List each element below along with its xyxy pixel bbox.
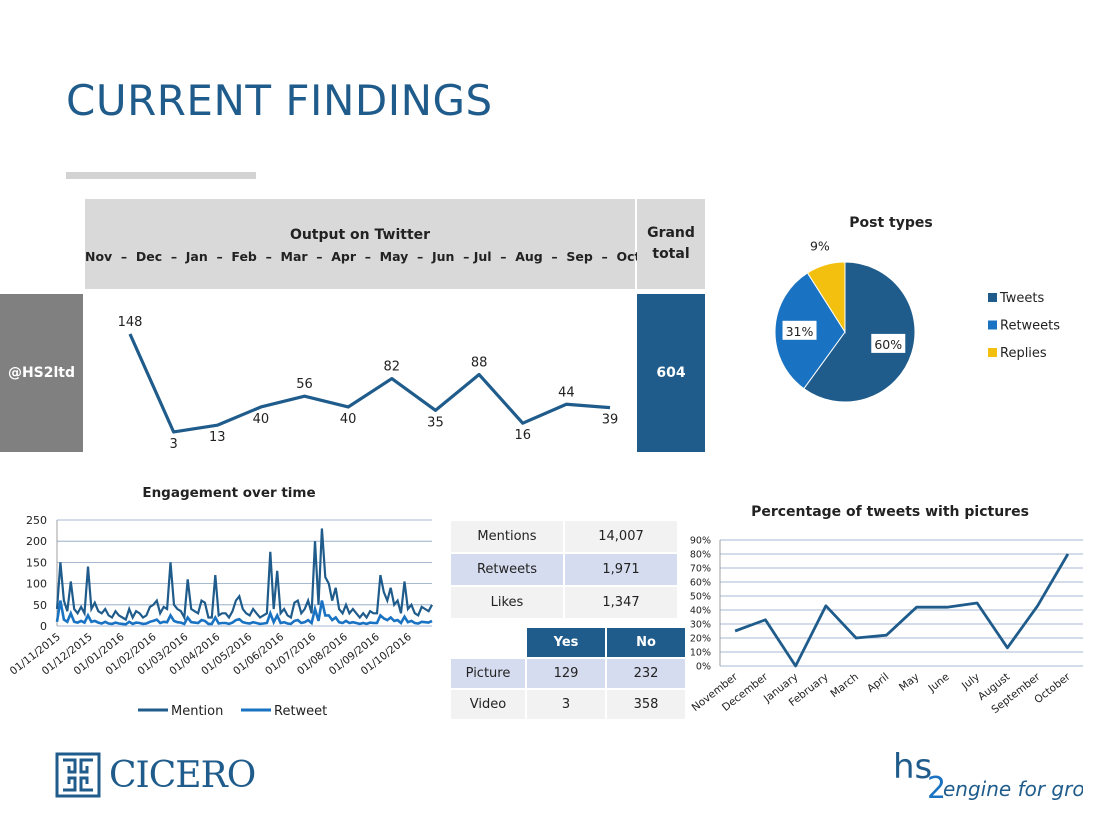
legend-label: Mention (171, 704, 223, 719)
row-label-video: Video (449, 688, 527, 721)
engagement-stats-table: Mentions 14,007 Retweets 1,971 Likes 1,3… (449, 519, 679, 620)
y-tick-label: 0 (40, 620, 47, 633)
y-tick-label: 100 (26, 578, 47, 591)
grand-total-value: 604 (637, 294, 705, 452)
x-tick-label: April (865, 671, 891, 695)
stat-label-mentions: Mentions (449, 519, 565, 554)
picture-no: 232 (605, 657, 687, 690)
y-tick-label: 80% (690, 550, 711, 561)
twitter-handle-cell: @HS2ltd (0, 294, 83, 452)
twitter-output-data-label: 16 (514, 428, 531, 443)
y-tick-label: 150 (26, 556, 47, 569)
pie-data-label: 60% (874, 337, 902, 352)
table-row: Mentions 14,007 (449, 519, 679, 554)
y-tick-label: 40% (690, 606, 711, 617)
table-row: Video 3 358 (449, 688, 687, 721)
blank-header-cell (449, 626, 527, 659)
video-yes: 3 (525, 688, 607, 721)
twitter-output-data-label: 148 (118, 315, 143, 330)
twitter-output-data-label: 56 (296, 377, 313, 392)
pie-slice-replies (806, 261, 846, 334)
y-tick-label: 200 (26, 535, 47, 548)
stat-value-mentions: 14,007 (563, 519, 679, 554)
title-divider (66, 172, 256, 179)
stat-value-likes: 1,347 (563, 585, 679, 620)
y-tick-label: 70% (690, 564, 711, 575)
stat-label-likes: Likes (449, 585, 565, 620)
twitter-output-data-label: 40 (340, 412, 357, 427)
twitter-output-data-label: 3 (169, 437, 177, 452)
pie-data-label: 9% (810, 239, 830, 254)
hs2-logo-number: 2 (927, 771, 946, 804)
hs2-logo-tagline: engine for growth (943, 777, 1083, 801)
x-tick-label: June (926, 671, 952, 695)
legend-swatch (988, 293, 997, 302)
cicero-emblem-icon (55, 752, 101, 798)
legend-label: Retweet (274, 704, 327, 719)
y-tick-label: 90% (690, 536, 711, 547)
x-tick-label: May (897, 671, 922, 694)
y-tick-label: 20% (690, 634, 711, 645)
pie-slice-tweets (803, 261, 916, 403)
twitter-output-months: Nov – Dec – Jan – Feb – Mar – Apr – May … (85, 249, 641, 264)
cicero-logo: CICERO (55, 752, 256, 798)
legend-label: Tweets (999, 291, 1045, 306)
pie-label-box (782, 320, 817, 340)
cicero-wordmark: CICERO (109, 754, 256, 796)
twitter-output-data-label: 40 (253, 412, 270, 427)
page-title: CURRENT FINDINGS (66, 76, 493, 125)
y-tick-label: 250 (26, 514, 47, 527)
x-tick-label: July (959, 671, 982, 693)
grand-total-label-2: total (652, 246, 690, 262)
stat-label-retweets: Retweets (449, 552, 565, 587)
table-row: Picture 129 232 (449, 657, 687, 690)
picture-yes: 129 (525, 657, 607, 690)
legend-label: Retweets (1000, 319, 1060, 334)
video-no: 358 (605, 688, 687, 721)
header-yes: Yes (525, 626, 607, 659)
x-tick-label: March (828, 671, 861, 700)
twitter-output-data-label: 39 (602, 413, 619, 428)
twitter-output-title: Output on Twitter (289, 227, 431, 243)
legend-label: Replies (1000, 346, 1047, 361)
twitter-output-header: Output on Twitter Nov – Dec – Jan – Feb … (85, 199, 641, 289)
hs2-logo-main: hs (893, 748, 932, 787)
twitter-output-data-label: 44 (558, 385, 575, 400)
y-tick-label: 50 (33, 599, 47, 612)
twitter-output-data-label: 35 (427, 415, 444, 430)
twitter-output-data-label: 13 (209, 430, 226, 445)
twitter-output-series-line (128, 333, 611, 434)
pct-series-line (734, 553, 1070, 668)
hs2-logo: hs 2 engine for growth (893, 748, 1083, 804)
table-header-row: Yes No (449, 626, 687, 659)
series-line-mention (55, 528, 433, 622)
y-tick-label: 60% (690, 578, 711, 589)
series-line-retweet (55, 600, 433, 626)
pct-tweets-pictures-chart: Percentage of tweets with pictures 0% 10% 2… (690, 504, 1083, 716)
legend-swatch (988, 348, 997, 357)
engagement-chart-title: Engagement over time (142, 485, 315, 501)
pie-label-box (871, 333, 906, 353)
grand-total-header: Grand total (637, 199, 705, 289)
twitter-output-data-label: 88 (471, 356, 488, 371)
media-usage-table: Yes No Picture 129 232 Video 3 358 (449, 626, 687, 721)
stat-value-retweets: 1,971 (563, 552, 679, 587)
pie-data-label: 31% (786, 324, 814, 339)
twitter-output-line-chart: 148 3 13 40 56 40 82 35 88 16 44 39 (118, 315, 619, 452)
pie-chart-title: Post types (849, 215, 932, 231)
table-row: Retweets 1,971 (449, 552, 679, 587)
table-row: Likes 1,347 (449, 585, 679, 620)
engagement-over-time-chart: Engagement over time05010015020025001/11… (8, 485, 433, 719)
y-tick-label: 50% (690, 592, 711, 603)
twitter-output-data-label: 82 (384, 360, 401, 375)
post-types-pie-chart: Post types 60% 31% 9% Tweets Retweets Replies (774, 215, 1060, 403)
header-no: No (605, 626, 687, 659)
y-tick-label: 30% (690, 620, 711, 631)
y-tick-label: 0% (696, 662, 711, 673)
pct-chart-title: Percentage of tweets with pictures (751, 504, 1029, 520)
y-tick-label: 10% (690, 648, 711, 659)
grand-total-label-1: Grand (647, 225, 695, 241)
row-label-picture: Picture (449, 657, 527, 690)
legend-swatch (988, 320, 997, 330)
